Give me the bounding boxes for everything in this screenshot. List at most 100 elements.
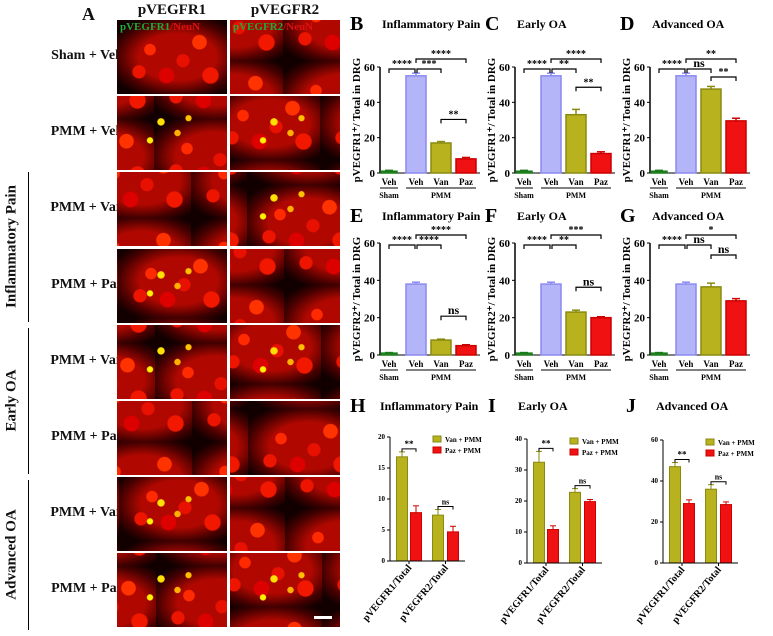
column-header-pvegfr1: pVEGFR1 [137,2,207,18]
micrograph [230,96,340,171]
bar [540,75,562,174]
significance-label: ns [693,232,705,246]
y-tick-label: 60 [364,238,376,250]
significance-label: ** [584,77,594,88]
y-axis-label: pVEGFR2⁺/ Total in DRG [486,236,498,361]
legend-label: Paz + PMM [582,449,618,457]
bar [584,501,596,564]
significance-bracket [574,485,591,489]
group-label: PMM [431,373,451,382]
x-tick-label: Van [433,177,448,187]
micrograph-texture [230,324,340,399]
micrograph-texture [230,248,340,323]
legend-swatch [432,435,442,443]
y-tick-label: 40 [499,275,511,287]
micrograph [230,477,340,552]
bar [650,352,668,356]
y-tick-label: 0 [505,168,511,180]
significance-bracket [685,234,737,239]
x-tick-label: Paz [459,359,473,369]
x-tick-label: Veh [679,177,694,187]
x-tick-label: Veh [409,359,424,369]
significance-label: ns [579,477,587,486]
chart-title: Advanced OA [652,17,725,31]
significance-label: ns [442,498,450,507]
bar [675,75,697,174]
significance-label: ** [706,49,716,60]
row-label: PMM + Van [50,352,124,368]
bar [683,503,695,564]
y-tick-label: 20 [634,133,646,145]
significance-label: **** [431,49,451,60]
significance-label: ** [542,438,552,448]
group-label: Sham [649,191,669,200]
micrograph-texture [117,324,227,399]
y-tick-label: 60 [634,238,646,250]
significance-bracket [415,234,467,239]
bar [650,170,668,174]
micrograph-texture [117,477,227,552]
significance-bracket [685,58,737,63]
chart-title: Advanced OA [652,209,725,223]
significance-label: **** [392,59,412,70]
bar [396,456,408,562]
panel-letter: C [485,13,499,35]
bar [547,529,559,564]
significance-label: ** [449,109,459,120]
micrograph [230,401,340,475]
significance-bracket [551,244,577,249]
bar [455,158,477,174]
significance-bracket [523,68,551,73]
micrograph-texture [117,248,227,323]
panel-letter: I [488,395,496,417]
significance-bracket [710,76,737,81]
y-tick-label: 20 [499,313,511,325]
significance-bracket [686,68,712,73]
y-tick-label: 30 [515,466,523,474]
chart-title: Early OA [517,17,567,31]
y-tick-label: 0 [505,350,511,362]
legend-label: Paz + PMM [445,447,481,455]
panel-letter: E [350,205,363,227]
x-tick-label: Veh [382,359,397,369]
bar [720,504,732,564]
bar [569,491,581,564]
micrograph-texture [230,172,340,247]
chart-title: Inflammatory Pain [380,399,479,413]
y-tick-label: 15 [378,464,386,472]
row-label: PMM + Veh [50,124,124,140]
y-tick-label: 10 [378,495,386,503]
x-tick-label: Van [703,359,718,369]
group-label: PMM [566,373,586,382]
bar [700,286,722,356]
y-tick-label: 60 [499,238,511,250]
panel-letter: F [485,205,497,227]
significance-label: *** [422,59,437,70]
significance-label: **** [419,235,439,246]
group-divider [28,172,29,322]
bar [565,311,587,356]
bar [405,75,427,174]
bar [430,142,452,174]
scale-bar [314,616,332,620]
x-tick-label: Van [568,177,583,187]
micrograph [117,248,227,323]
x-tick-label: Paz [459,177,473,187]
bar [430,339,452,356]
y-tick-label: 40 [634,97,646,109]
bar [540,283,562,356]
legend-swatch [705,438,715,446]
significance-bracket [710,254,737,259]
bar [380,352,398,356]
significance-bracket [440,315,467,321]
column-header-pvegfr2: pVEGFR2 [250,2,320,18]
y-tick-label: 40 [499,97,511,109]
bar [675,283,697,356]
significance-label: **** [662,235,682,246]
y-axis-label: pVEGFR1⁺/ Total in DRG [486,57,498,182]
y-tick-label: 0 [382,557,386,565]
bar [380,170,398,174]
significance-bracket [523,244,551,249]
x-tick-label: Veh [517,177,532,187]
